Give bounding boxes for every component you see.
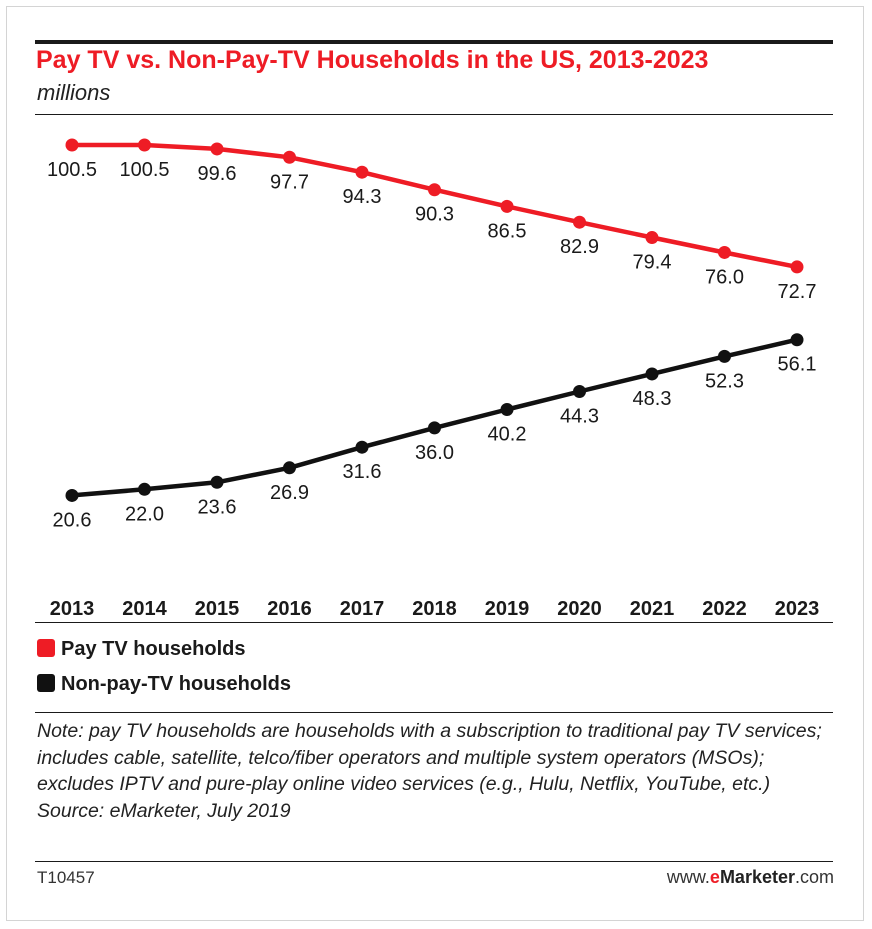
footer-divider [35, 861, 833, 862]
data-point-pay-tv [718, 245, 731, 259]
x-tick-label: 2015 [195, 598, 240, 620]
brand-prefix: www. [666, 867, 710, 887]
data-label-non-pay-tv: 23.6 [198, 496, 237, 518]
data-point-pay-tv [210, 142, 224, 156]
data-point-pay-tv [790, 260, 804, 274]
data-point-pay-tv [283, 150, 296, 164]
source-text: Source: eMarketer, July 2019 [37, 799, 291, 822]
data-label-non-pay-tv: 44.3 [560, 405, 599, 427]
data-point-pay-tv [65, 138, 79, 152]
data-label-non-pay-tv: 52.3 [705, 370, 744, 392]
data-label-non-pay-tv: 26.9 [270, 482, 309, 504]
data-point-pay-tv [428, 183, 441, 197]
data-label-pay-tv: 72.7 [778, 281, 817, 303]
legend-label-pay-tv: Pay TV households [61, 638, 246, 660]
x-tick-label: 2017 [340, 598, 385, 620]
x-tick-label: 2020 [557, 598, 602, 620]
data-point-non-pay-tv [138, 482, 151, 496]
data-point-non-pay-tv [718, 349, 731, 363]
chart-subtitle: millions [37, 80, 111, 105]
legend-item-non-pay-tv: Non-pay-TV households [37, 673, 291, 696]
data-label-pay-tv: 94.3 [343, 186, 382, 208]
data-label-non-pay-tv: 40.2 [488, 423, 527, 445]
data-label-pay-tv: 82.9 [560, 236, 599, 258]
x-tick-label: 2018 [412, 598, 457, 620]
data-point-non-pay-tv [65, 488, 79, 502]
data-point-pay-tv [500, 199, 514, 213]
note-text: Note: pay TV households are households w… [37, 720, 822, 795]
data-point-non-pay-tv [210, 475, 224, 489]
data-label-pay-tv: 86.5 [488, 220, 527, 242]
data-label-pay-tv: 100.5 [47, 159, 97, 181]
chart-frame [6, 6, 864, 921]
line-chart: 100.5 100.5 99.6 97.7 94.3 90.3 86.5 82.9 79.4 76… [47, 138, 820, 620]
data-point-non-pay-tv [428, 421, 441, 435]
data-label-non-pay-tv: 36.0 [415, 442, 454, 464]
data-point-pay-tv [573, 215, 586, 229]
data-label-non-pay-tv: 22.0 [125, 503, 164, 525]
data-point-non-pay-tv [573, 384, 586, 398]
data-label-non-pay-tv: 20.6 [53, 509, 92, 531]
data-point-pay-tv [355, 165, 369, 179]
x-tick-label: 2016 [267, 598, 312, 620]
brand-e: e [709, 867, 720, 887]
data-point-non-pay-tv [500, 402, 514, 416]
data-label-pay-tv: 90.3 [415, 204, 454, 226]
legend-swatch-non-pay-tv [37, 674, 55, 692]
data-label-non-pay-tv: 31.6 [343, 461, 382, 483]
data-label-pay-tv: 100.5 [119, 159, 169, 181]
data-label-pay-tv: 97.7 [270, 171, 309, 193]
data-label-pay-tv: 76.0 [705, 266, 744, 288]
series-line-non-pay-tv [69, 337, 800, 498]
data-point-non-pay-tv [283, 461, 296, 475]
x-tick-label: 2013 [50, 598, 95, 620]
data-label-pay-tv: 79.4 [633, 252, 672, 274]
data-point-pay-tv [645, 231, 659, 245]
data-point-pay-tv [138, 138, 151, 152]
chart-title: Pay TV vs. Non-Pay-TV Households in the … [36, 46, 709, 74]
x-tick-label: 2019 [485, 598, 530, 620]
data-label-non-pay-tv: 56.1 [778, 354, 817, 376]
data-point-non-pay-tv [790, 333, 804, 347]
top-rule [35, 40, 833, 44]
chart-code: T10457 [37, 868, 95, 887]
title-divider [35, 114, 833, 115]
brand-marketer: Marketer [719, 867, 795, 887]
data-point-non-pay-tv [645, 367, 659, 381]
legend-item-pay-tv: Pay TV households [37, 638, 245, 661]
x-tick-label: 2014 [122, 598, 167, 620]
data-point-non-pay-tv [355, 440, 369, 454]
x-tick-label: 2023 [775, 598, 820, 620]
x-tick-label: 2021 [630, 598, 675, 620]
axis-divider [35, 622, 833, 623]
data-label-non-pay-tv: 48.3 [633, 388, 672, 410]
chart-note: Note: pay TV households are households w… [37, 718, 837, 824]
legend-label-non-pay-tv: Non-pay-TV households [61, 673, 291, 695]
legend-swatch-pay-tv [37, 639, 55, 657]
brand-url: www.eMarketer.com [667, 867, 834, 888]
note-divider [35, 712, 833, 713]
brand-suffix: .com [794, 867, 834, 887]
data-label-pay-tv: 99.6 [198, 163, 237, 185]
x-tick-label: 2022 [702, 598, 747, 620]
